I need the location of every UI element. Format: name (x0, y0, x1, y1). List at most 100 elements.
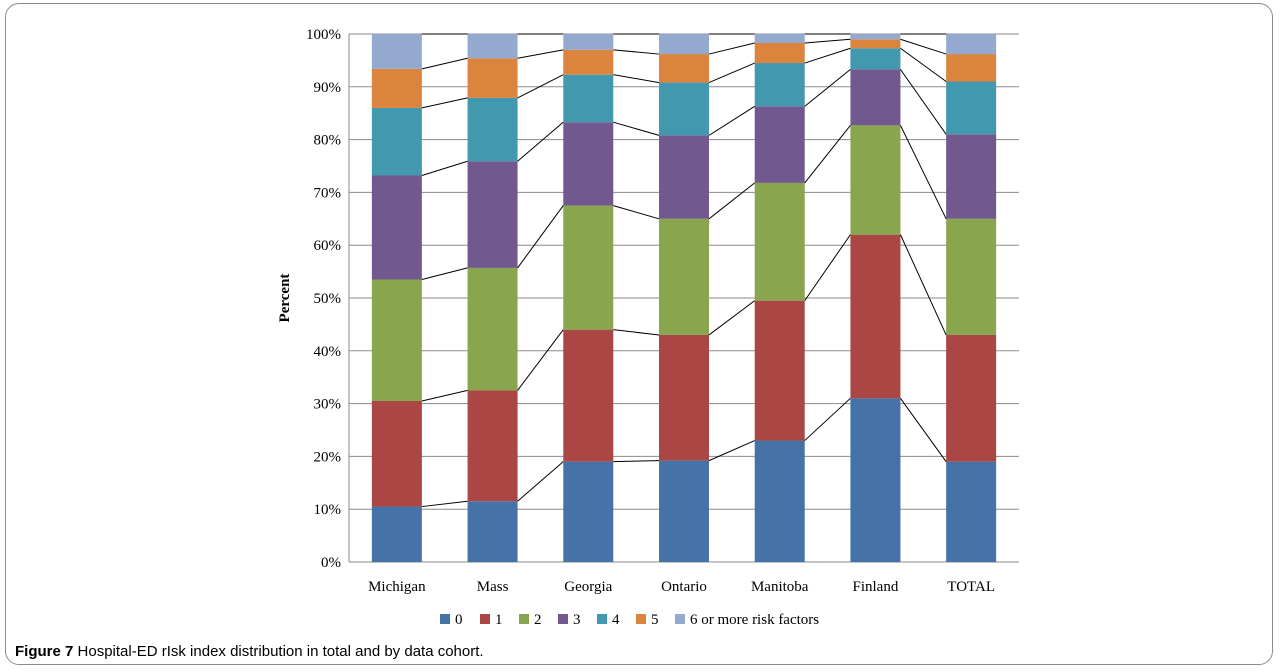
y-tick-label: 40% (314, 344, 342, 360)
caption-text: Hospital-ED rIsk index distribution in t… (73, 643, 484, 660)
bar-segment (659, 218, 709, 335)
bar-segment (467, 267, 518, 391)
series-line (421, 38, 947, 70)
legend-swatch (597, 614, 607, 624)
legend-item: 1 (480, 612, 503, 628)
legend-label: 3 (573, 612, 581, 628)
legend-item: 4 (597, 612, 620, 628)
caption-label: Figure 7 (15, 643, 74, 660)
legend-swatch (558, 614, 568, 624)
bar-segment (467, 34, 518, 59)
series-connector-lines (421, 33, 947, 508)
bar-segment (754, 106, 805, 183)
legend-swatch (440, 614, 450, 624)
bar-segment (659, 135, 709, 219)
bar-stacks (371, 34, 997, 562)
bar-segment (371, 400, 422, 507)
figure-frame (5, 3, 1273, 665)
bar-segment (371, 506, 422, 562)
bar-segment (371, 107, 422, 176)
y-tick-label: 90% (314, 80, 342, 96)
bar-segment (563, 34, 614, 50)
bar-segment (754, 440, 805, 562)
x-tick-label: Mass (477, 579, 509, 595)
bar-segment (754, 300, 805, 441)
series-line (421, 234, 947, 402)
bar-segment (467, 97, 518, 162)
bar-segment (754, 63, 805, 107)
bar-segment (754, 42, 805, 64)
bar-segment (371, 175, 422, 280)
bar-segment (850, 125, 901, 235)
series-line (421, 397, 947, 508)
y-tick-label: 70% (314, 185, 342, 201)
x-tick-label: Georgia (564, 579, 612, 595)
legend-item: 5 (636, 612, 659, 628)
bar-segment (371, 279, 422, 401)
bar-segment (659, 34, 709, 55)
bar-segment (946, 218, 997, 335)
y-tick-label: 80% (314, 133, 342, 149)
legend: 0 1 2 3 4 5 6 or more risk factors (440, 612, 819, 628)
legend-label: 1 (495, 612, 503, 628)
bar-segment (850, 398, 901, 562)
bar-segment (467, 161, 518, 268)
series-line (421, 125, 947, 281)
y-axis-title: Percent (277, 274, 293, 323)
bar-segment (946, 54, 997, 82)
bar-segment (563, 122, 614, 206)
bar-segment (850, 34, 901, 40)
y-tick-label: 100% (306, 27, 341, 43)
legend-item: 6 or more risk factors (675, 612, 819, 628)
legend-swatch (636, 614, 646, 624)
legend-swatch (675, 614, 685, 624)
bar-segment (371, 34, 422, 69)
bar-segment (563, 329, 614, 462)
legend-item: 0 (440, 612, 463, 628)
bar-segment (467, 501, 518, 562)
bar-segment (946, 81, 997, 135)
y-tick-label: 30% (314, 397, 342, 413)
y-tick-label: 50% (314, 291, 342, 307)
x-tick-label: Manitoba (751, 579, 809, 595)
bar-segment (563, 74, 614, 123)
legend-label: 0 (455, 612, 463, 628)
bar-segment (946, 34, 997, 55)
bar-segment (754, 182, 805, 301)
x-tick-label: TOTAL (947, 579, 995, 595)
legend-swatch (480, 614, 490, 624)
x-tick-label: Michigan (368, 579, 426, 595)
y-tick-label: 20% (314, 449, 342, 465)
bar-segment (946, 134, 997, 219)
y-axis-ticks: 0% 10% 20% 30% 40% 50% 60% 70% 80% 90% 100% (306, 27, 341, 571)
bar-segment (659, 334, 709, 461)
legend-label: 4 (612, 612, 620, 628)
x-axis-ticks: Michigan Mass Georgia Ontario Manitoba Finlan… (368, 579, 995, 595)
bar-segment (659, 82, 709, 136)
bar-segment (371, 68, 422, 108)
bar-segment (563, 49, 614, 75)
bar-segment (754, 34, 805, 43)
bar-segment (946, 461, 997, 562)
stacked-bar-chart: 0% 10% 20% 30% 40% 50% 60% 70% 80% 90% 100% Michig… (277, 27, 1019, 628)
y-tick-label: 60% (314, 238, 342, 254)
bar-segment (563, 205, 614, 330)
bar-segment (659, 460, 709, 562)
legend-item: 2 (519, 612, 542, 628)
legend-label: 2 (534, 612, 542, 628)
figure-caption: Figure 7 Hospital-ED rIsk index distribu… (15, 643, 484, 660)
y-tick-label: 0% (321, 555, 341, 571)
bar-segment (850, 48, 901, 70)
y-tick-label: 10% (314, 502, 342, 518)
bar-segment (563, 461, 614, 562)
bar-segment (946, 334, 997, 462)
series-line (421, 68, 947, 176)
bar-segment (467, 58, 518, 98)
bar-segment (659, 54, 709, 83)
legend-swatch (519, 614, 529, 624)
legend-item: 3 (558, 612, 581, 628)
bar-segment (467, 390, 518, 502)
bar-segment (850, 69, 901, 126)
bar-segment (850, 39, 901, 49)
legend-label: 6 or more risk factors (690, 612, 819, 628)
